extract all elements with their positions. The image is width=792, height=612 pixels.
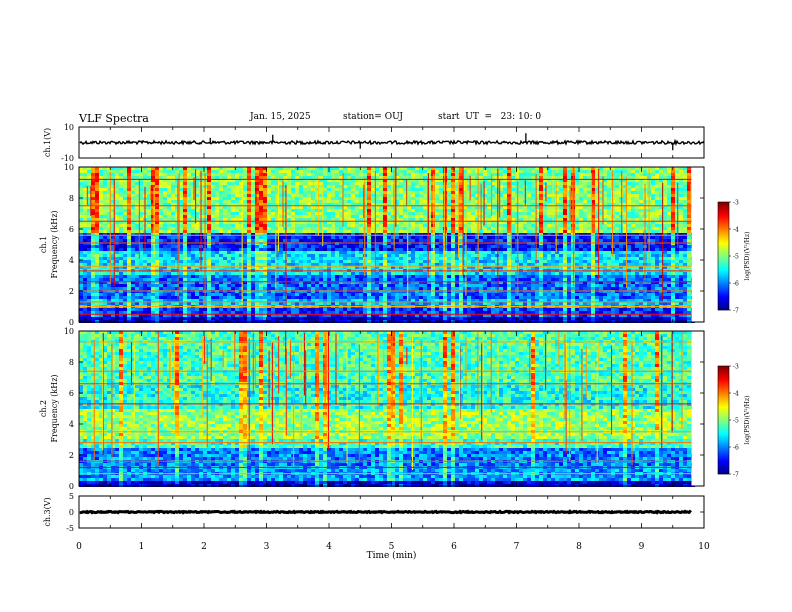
- ch3-waveform-ylabel: ch.3(V): [43, 497, 52, 526]
- ch2-spectrogram-ytick-label: 10: [64, 327, 74, 336]
- ch1-spectrogram-colorbar-tick-label: -4: [733, 227, 739, 234]
- ch1-waveform-trace: [79, 138, 705, 147]
- ch1-waveform-ytick-label: 10: [64, 123, 74, 132]
- ch1-spectrogram-no-data: [691, 167, 704, 322]
- ch1-spectrogram-colorbar-tick-label: -5: [733, 254, 739, 261]
- ch2-spectrogram-no-data: [691, 331, 704, 486]
- ch2-spectrogram-colorbar-gradient: [718, 366, 729, 368]
- ch2-spectrogram-colorbar-tick-label: -3: [733, 364, 739, 371]
- ch1-waveform-ytick-label: -10: [61, 154, 74, 163]
- x-tick-label: 0: [76, 542, 82, 552]
- ch1-waveform-ylabel: ch.1(V): [43, 128, 52, 157]
- x-tick-label: 6: [451, 542, 457, 552]
- date-label: Jan. 15, 2025: [250, 112, 311, 122]
- ch1-spectrogram-ytick-label: 4: [69, 256, 74, 265]
- ch2-spectrogram-ylabel-channel: ch.2: [39, 400, 48, 417]
- ch1-spectrogram-colorbar-tick-label: -7: [733, 308, 739, 315]
- x-tick-label: 3: [264, 542, 270, 552]
- ch1-spectrogram-cells: [79, 167, 695, 323]
- ch1-spectrogram-colorbar-tick-label: -3: [733, 200, 739, 207]
- ch2-spectrogram-colorbar-tick-label: -4: [733, 391, 739, 398]
- ch1-spectrogram-colorbar-label: log(PSD)(V²/Hz): [744, 232, 751, 281]
- x-tick-label: 5: [389, 542, 395, 552]
- ch1-spectrogram-colorbar-gradient: [718, 202, 729, 204]
- ch2-spectrogram-colorbar-label: log(PSD)(V²/Hz): [744, 396, 751, 445]
- ch2-spectrogram-ytick-label: 2: [69, 451, 74, 460]
- ch2-spectrogram-ytick-label: 4: [69, 420, 74, 429]
- ch2-spectrogram-colorbar-tick-label: -5: [733, 418, 739, 425]
- ch2-spectrogram-ytick-label: 0: [69, 482, 74, 491]
- x-tick-label: 9: [639, 542, 645, 552]
- x-tick-label: 1: [139, 542, 145, 552]
- x-tick-label: 10: [698, 542, 710, 552]
- ch3-waveform-ytick-label: -5: [66, 524, 74, 533]
- station-label: station= OUJ: [343, 112, 404, 122]
- ch1-spectrogram-ylabel-frequency: Frequency (kHz): [50, 210, 59, 278]
- ch2-spectrogram-colorbar-tick-label: -7: [733, 472, 739, 479]
- ch2-spectrogram-ylabel-frequency: Frequency (kHz): [50, 374, 59, 442]
- ch1-spectrogram-ytick-label: 6: [69, 225, 74, 234]
- x-tick-label: 4: [326, 542, 332, 552]
- ch3-waveform-trace: [79, 509, 692, 515]
- ch2-spectrogram-ytick-label: 8: [69, 358, 74, 367]
- ch2-spectrogram-ytick-label: 6: [69, 389, 74, 398]
- ch3-waveform-ytick-label: 0: [69, 508, 74, 517]
- x-tick-label: 8: [576, 542, 582, 552]
- x-tick-label: 7: [514, 542, 520, 552]
- ch1-spectrogram-colorbar-tick-label: -6: [733, 281, 739, 288]
- start-time-label: start UT = 23: 10: 0: [438, 112, 542, 122]
- ch1-spectrogram-ylabel-channel: ch.1: [39, 236, 48, 253]
- x-tick-label: 2: [201, 542, 207, 552]
- ch1-spectrogram-ytick-label: 0: [69, 318, 74, 327]
- ch1-spectrogram-ytick-label: 2: [69, 287, 74, 296]
- x-axis-label: Time (min): [367, 550, 417, 561]
- ch1-spectrogram-ytick-label: 10: [64, 163, 74, 172]
- ch3-waveform-ytick-label: 5: [69, 492, 74, 501]
- chart-title: VLF Spectra: [79, 112, 149, 125]
- ch2-spectrogram-colorbar-tick-label: -6: [733, 445, 739, 452]
- ch1-spectrogram-ytick-label: 8: [69, 194, 74, 203]
